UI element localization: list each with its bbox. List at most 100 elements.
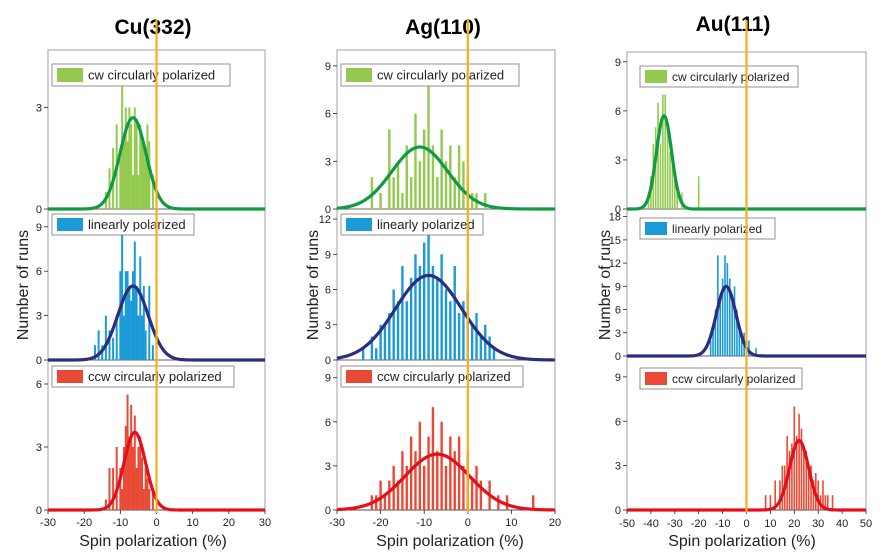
histogram-bar <box>128 107 131 209</box>
histogram-bar <box>124 426 127 510</box>
histogram-bar <box>791 443 793 510</box>
histogram-bar <box>738 325 741 356</box>
histogram-bar <box>462 301 465 360</box>
legend-box <box>51 365 235 388</box>
legend-box <box>340 213 484 236</box>
histogram-bar <box>121 226 124 360</box>
x-tick-label: -20 <box>76 517 92 529</box>
y-tick-label: 12 <box>609 258 621 270</box>
histogram-bar <box>144 330 147 360</box>
histogram-bar <box>666 127 669 209</box>
legend-swatch <box>346 68 372 82</box>
legend-box <box>51 63 231 87</box>
histogram-bar <box>676 192 678 209</box>
histogram-bar <box>133 415 136 510</box>
histogram-bar <box>142 286 145 360</box>
legend-box <box>340 63 520 87</box>
histogram-bar <box>831 495 834 510</box>
histogram-bar <box>126 141 129 209</box>
x-axis-label: Spin polarization (%) <box>376 533 524 550</box>
histogram-bar <box>664 94 667 209</box>
y-tick-label: 6 <box>325 285 331 297</box>
histogram-bar <box>121 489 124 510</box>
histogram-bar <box>126 271 129 360</box>
panel-ccw: 0 3 6 ccw circularly polarized <box>36 365 266 517</box>
histogram-bar <box>470 324 474 360</box>
chart-title: Au(111) <box>696 13 771 36</box>
histogram-bar <box>370 336 374 360</box>
histogram-bar <box>444 161 448 209</box>
legend-swatch <box>645 222 667 235</box>
histogram-bar <box>731 294 733 356</box>
histogram-bar <box>133 107 136 209</box>
legend-swatch <box>346 218 372 231</box>
y-tick-label: 6 <box>36 379 42 391</box>
y-tick-label: 9 <box>325 373 331 385</box>
histogram-bar <box>712 325 714 356</box>
chart-1: Ag(110) Number of runs Spin polarization (… <box>305 16 561 550</box>
histogram-bar <box>418 266 422 360</box>
histogram-bar <box>669 151 671 209</box>
y-tick-label: 6 <box>615 305 621 317</box>
x-tick-label: 0 <box>153 517 159 529</box>
histogram-bar <box>128 286 131 360</box>
histogram-bar <box>423 129 426 209</box>
histogram-bar <box>457 436 461 510</box>
y-axis-label: Number of runs <box>597 230 614 340</box>
y-tick-label: 6 <box>36 266 42 278</box>
legend-label: linearly polarized <box>672 222 762 236</box>
histogram-bar <box>462 465 465 510</box>
x-tick-label: 0 <box>743 518 749 530</box>
histogram-bar <box>379 324 382 360</box>
legend-label: linearly polarized <box>377 217 475 232</box>
panel-linear: 0 3 6 9 linearly polarized <box>36 213 266 367</box>
x-tick-label: -30 <box>329 517 345 529</box>
legend-box <box>340 365 524 388</box>
histogram-bar <box>453 451 456 510</box>
x-tick-label: -50 <box>619 518 635 530</box>
histogram-bar <box>146 124 149 209</box>
chart-2: Au(111) Number of runs Spin polarization (… <box>597 13 872 550</box>
legend-label: cw circularly polarized <box>672 70 789 84</box>
panel-cw: 0 3 6 9 cw circularly polarized <box>615 57 867 216</box>
histogram-bar <box>748 340 750 356</box>
histogram-bar <box>457 145 461 209</box>
legend-ccw: ccw circularly polarized <box>51 365 235 388</box>
legend-swatch <box>57 218 83 231</box>
histogram-bar <box>142 141 145 209</box>
histogram-bar <box>709 340 712 356</box>
histogram-bar <box>418 421 422 510</box>
histogram-bar <box>128 436 131 510</box>
histogram-bar <box>440 254 443 360</box>
legend-linear: linearly polarized <box>340 213 484 236</box>
histogram-bar <box>131 175 134 209</box>
gaussian-fit-curve <box>336 452 556 512</box>
legend-linear: linearly polarized <box>51 213 195 236</box>
histogram-bar <box>396 161 400 209</box>
legend-swatch <box>346 370 372 383</box>
histogram-bar <box>721 278 724 356</box>
histogram-bar <box>405 145 408 209</box>
histogram-bar <box>427 436 430 510</box>
x-tick-label: 10 <box>187 517 199 529</box>
histogram-bar <box>392 289 395 360</box>
histogram-bar <box>781 465 784 510</box>
histogram-bar <box>379 193 382 209</box>
histogram-bar <box>139 124 142 209</box>
y-axis-label: Number of runs <box>15 230 32 340</box>
gaussian-fit-curve <box>336 145 556 211</box>
histogram-bar <box>427 81 430 209</box>
histogram-bar <box>130 405 133 510</box>
histogram-bar <box>388 480 391 510</box>
panel-linear: 0 3 6 9 12 linearly polarized <box>319 213 556 367</box>
plot-frame <box>336 49 556 511</box>
histogram-bar <box>462 161 465 209</box>
y-tick-label: 3 <box>325 320 331 332</box>
histogram-bar <box>733 286 736 356</box>
histogram-bar <box>674 176 676 209</box>
x-tick-label: -20 <box>373 517 389 529</box>
y-tick-label: 6 <box>325 109 331 121</box>
y-tick-label: 9 <box>325 249 331 261</box>
histogram-bar <box>418 161 422 209</box>
histogram-bar <box>131 447 134 510</box>
